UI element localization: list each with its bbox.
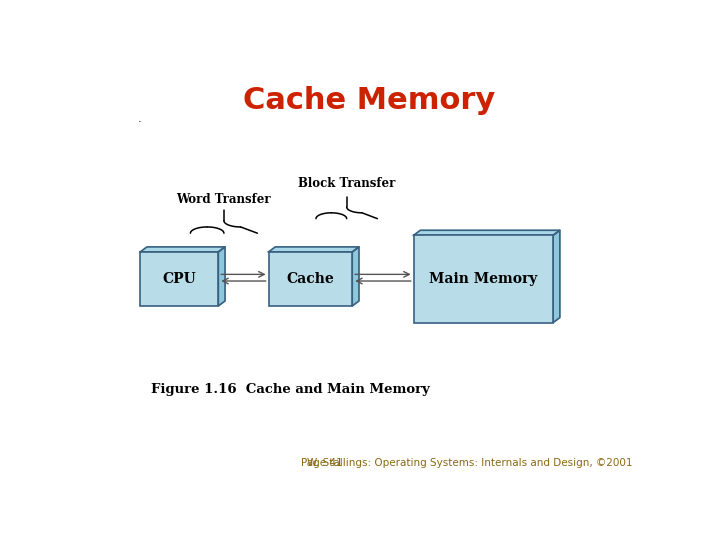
Polygon shape xyxy=(140,247,225,252)
Text: Main Memory: Main Memory xyxy=(429,272,538,286)
Text: Word Transfer: Word Transfer xyxy=(176,193,271,206)
Polygon shape xyxy=(352,247,359,306)
Text: W. Stallings: Operating Systems: Internals and Design, ©2001: W. Stallings: Operating Systems: Interna… xyxy=(307,458,632,468)
Bar xyxy=(269,252,352,306)
Text: CPU: CPU xyxy=(163,272,196,286)
Text: Page 41: Page 41 xyxy=(301,458,343,468)
Bar xyxy=(413,235,553,322)
Bar xyxy=(140,252,218,306)
Text: ·: · xyxy=(138,117,141,127)
Polygon shape xyxy=(269,247,359,252)
Text: Cache Memory: Cache Memory xyxy=(243,86,495,114)
Text: Block Transfer: Block Transfer xyxy=(298,177,395,190)
Polygon shape xyxy=(218,247,225,306)
Text: Figure 1.16  Cache and Main Memory: Figure 1.16 Cache and Main Memory xyxy=(151,383,431,396)
Polygon shape xyxy=(413,230,560,235)
Text: Cache: Cache xyxy=(287,272,334,286)
Polygon shape xyxy=(553,230,560,322)
